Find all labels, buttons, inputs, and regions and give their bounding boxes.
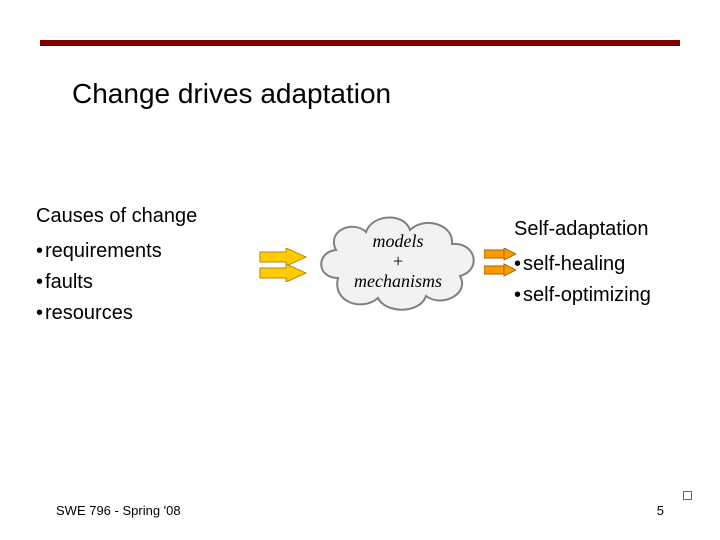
left-bullet-3: resources (36, 302, 246, 325)
arrow-out-icon (484, 248, 516, 278)
right-bullet-2: self-optimizing (514, 284, 714, 307)
left-bullet-1: requirements (36, 240, 246, 263)
left-column: Causes of change requirements faults res… (36, 205, 246, 333)
right-column: Self-adaptation self-healing self-optimi… (514, 218, 714, 315)
right-heading: Self-adaptation (514, 218, 714, 241)
center-graphic: models + mechanisms (228, 200, 498, 330)
cloud-line-2: + (392, 251, 404, 271)
slide-title: Change drives adaptation (72, 78, 391, 110)
arrow-in-icon (256, 248, 308, 282)
cloud-line-3: mechanisms (354, 271, 442, 291)
cloud-line-1: models (373, 231, 424, 251)
title-rule (40, 34, 680, 42)
footer-left: SWE 796 - Spring '08 (56, 503, 181, 518)
right-bullet-1: self-healing (514, 253, 714, 276)
left-bullet-2: faults (36, 271, 246, 294)
corner-box-icon (683, 491, 692, 500)
cloud-text: models + mechanisms (320, 232, 476, 291)
left-heading: Causes of change (36, 205, 246, 228)
footer-page-number: 5 (657, 503, 664, 518)
